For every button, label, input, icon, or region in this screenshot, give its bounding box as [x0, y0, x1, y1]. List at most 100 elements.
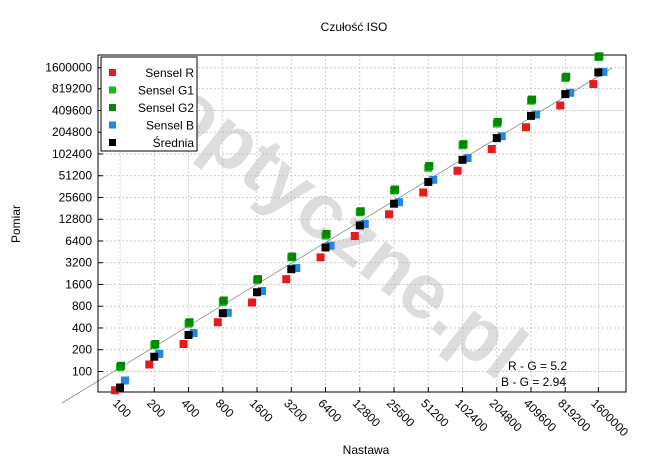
legend: Sensel R Sensel G1 Sensel G2 Sensel B Średni… — [100, 56, 198, 152]
data-point-średnia — [116, 383, 125, 392]
data-point-sensel-b — [258, 286, 267, 295]
legend-label: Średnia — [153, 135, 195, 150]
data-point-sensel-r — [453, 166, 462, 175]
data-point-sensel-g2 — [562, 72, 571, 81]
legend-label: Sensel R — [145, 66, 194, 80]
y-tick-label: 1600 — [65, 277, 92, 291]
annotation-b-g: B - G = 2.94 — [501, 375, 566, 389]
y-tick-label: 1600000 — [45, 61, 92, 75]
y-tick-label: 800 — [72, 299, 92, 313]
x-tick-label: 1600 — [247, 396, 276, 425]
data-point-sensel-r — [385, 210, 394, 219]
x-tick-label: 800 — [213, 396, 237, 420]
y-tick-label: 409600 — [52, 103, 92, 117]
data-point-sensel-b — [155, 349, 164, 358]
y-tick-label: 200 — [72, 343, 92, 357]
x-tick-label: 6400 — [315, 396, 344, 425]
data-point-sensel-g2 — [356, 207, 365, 216]
y-tick-label: 25600 — [59, 190, 93, 204]
data-point-średnia — [150, 352, 159, 361]
legend-label: Sensel G1 — [138, 84, 194, 98]
data-point-średnia — [355, 221, 364, 230]
data-point-sensel-b — [360, 219, 369, 228]
legend-swatch — [109, 139, 116, 146]
data-point-sensel-b — [463, 154, 472, 163]
data-point-sensel-r — [419, 188, 428, 197]
x-tick-label: 100 — [110, 396, 134, 420]
data-point-średnia — [287, 265, 296, 274]
data-point-sensel-b — [223, 308, 232, 317]
data-point-sensel-b — [429, 175, 438, 184]
y-tick-label: 51200 — [59, 169, 93, 183]
data-point-sensel-r — [213, 318, 222, 327]
legend-label: Sensel G2 — [138, 101, 194, 115]
data-point-średnia — [321, 243, 330, 252]
data-point-sensel-g2 — [151, 340, 160, 349]
legend-swatch — [109, 86, 116, 94]
watermark-text: optyczne.pl — [150, 62, 542, 395]
x-tick-label: 51200 — [418, 396, 452, 430]
y-axis-ticks: 100 200 400 800 1600 3200 6400 12800 25600 51200 1… — [45, 61, 103, 378]
y-tick-label: 102400 — [52, 147, 92, 161]
data-point-średnia — [184, 330, 193, 339]
data-point-sensel-g2 — [185, 318, 194, 327]
y-tick-label: 3200 — [65, 256, 92, 270]
annotation-r-g: R - G = 5.2 — [508, 359, 567, 373]
data-point-sensel-b — [532, 110, 541, 119]
x-tick-label: 3200 — [281, 396, 310, 425]
data-point-sensel-b — [326, 241, 335, 250]
y-tick-label: 100 — [72, 364, 92, 378]
data-point-sensel-g2 — [322, 229, 331, 238]
data-point-sensel-g2 — [117, 361, 126, 370]
data-point-sensel-r — [282, 275, 291, 284]
data-point-sensel-r — [350, 232, 359, 241]
data-point-sensel-r — [589, 80, 598, 89]
legend-label: Sensel B — [146, 119, 194, 133]
x-tick-label: 25600 — [384, 396, 418, 430]
data-point-sensel-r — [522, 123, 531, 132]
data-point-średnia — [561, 90, 570, 99]
legend-box — [100, 56, 198, 152]
y-tick-label: 819200 — [52, 82, 92, 96]
data-point-sensel-g2 — [254, 275, 263, 284]
data-point-sensel-b — [189, 329, 198, 338]
data-point-średnia — [390, 199, 399, 208]
data-point-średnia — [253, 288, 262, 297]
data-point-sensel-g2 — [493, 117, 502, 126]
plot-frame — [97, 54, 627, 393]
data-point-sensel-g2 — [219, 296, 228, 305]
x-tick-label: 200 — [144, 396, 168, 420]
data-point-średnia — [458, 155, 467, 164]
x-tick-label: 400 — [178, 396, 202, 420]
data-point-sensel-b — [497, 132, 506, 141]
y-axis-label: Pomiar — [9, 205, 23, 243]
x-tick-label: 819200 — [555, 396, 593, 434]
y-tick-label: 400 — [72, 321, 92, 335]
data-point-sensel-b — [395, 198, 404, 207]
y-tick-label: 6400 — [65, 234, 92, 248]
data-point-sensel-g2 — [595, 52, 604, 61]
data-point-sensel-g2 — [528, 95, 537, 104]
data-point-sensel-r — [111, 386, 120, 395]
data-point-średnia — [594, 68, 603, 77]
y-tick-label: 204800 — [52, 125, 92, 139]
data-point-sensel-b — [292, 264, 301, 273]
data-point-średnia — [527, 111, 536, 120]
y-tick-label: 12800 — [59, 212, 93, 226]
data-point-sensel-r — [487, 145, 496, 154]
data-point-sensel-r — [145, 360, 154, 369]
data-point-sensel-r — [248, 298, 257, 307]
x-tick-label: 409600 — [521, 396, 559, 434]
data-point-średnia — [492, 134, 501, 143]
data-point-średnia — [424, 177, 433, 186]
legend-swatch — [109, 69, 116, 76]
data-point-sensel-b — [121, 376, 130, 385]
x-axis-label: Nastawa — [343, 443, 390, 457]
data-points — [111, 52, 608, 395]
data-point-sensel-g2 — [459, 140, 468, 149]
legend-swatch — [109, 104, 116, 111]
data-point-sensel-r — [556, 101, 565, 110]
x-tick-label: 1600000 — [588, 396, 631, 439]
